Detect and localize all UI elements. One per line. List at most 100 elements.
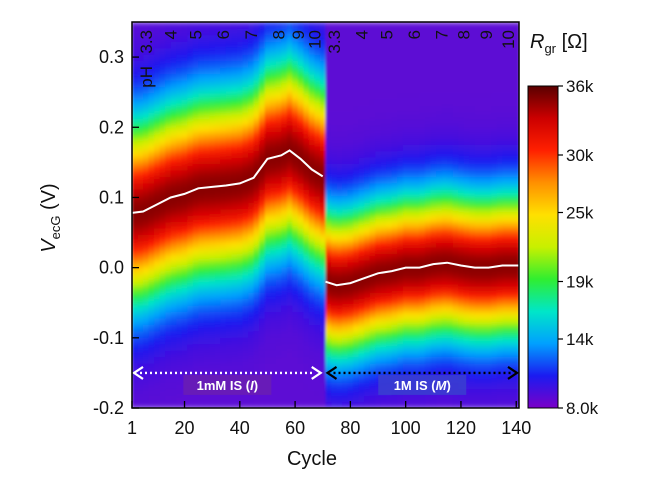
heatmap-cell — [463, 79, 470, 87]
ph-prefix-label: pH — [137, 66, 156, 88]
heatmap-cell — [430, 305, 437, 313]
heatmap-cell — [314, 260, 321, 268]
heatmap-cell — [264, 369, 271, 377]
heatmap-cell — [198, 60, 205, 68]
heatmap-cell — [303, 253, 310, 261]
heatmap-cell — [181, 227, 188, 235]
heatmap-cell — [325, 350, 332, 358]
heatmap-cell — [358, 189, 365, 197]
heatmap-cell — [170, 73, 177, 81]
heatmap-cell — [198, 124, 205, 132]
heatmap-cell — [165, 157, 172, 165]
heatmap-cell — [148, 253, 155, 261]
heatmap-cell — [137, 92, 144, 100]
heatmap-cell — [314, 324, 321, 332]
heatmap-cell — [154, 150, 161, 158]
heatmap-cell — [502, 34, 509, 42]
heatmap-cell — [132, 395, 139, 403]
heatmap-cell — [502, 330, 509, 338]
heatmap-cell — [286, 382, 293, 390]
heatmap-cell — [447, 279, 454, 287]
heatmap-cell — [143, 298, 150, 306]
heatmap-cell — [176, 279, 183, 287]
heatmap-cell — [132, 137, 139, 145]
heatmap-cell — [270, 382, 277, 390]
heatmap-cell — [463, 356, 470, 364]
heatmap-cell — [220, 34, 227, 42]
heatmap-cell — [452, 272, 459, 280]
heatmap-cell — [319, 99, 327, 107]
heatmap-cell — [463, 266, 470, 274]
heatmap-cell — [358, 202, 365, 210]
heatmap-cell — [253, 260, 260, 268]
heatmap-cell — [187, 350, 194, 358]
heatmap-cell — [176, 73, 183, 81]
heatmap-cell — [353, 131, 360, 139]
heatmap-cell — [253, 60, 260, 68]
heatmap-cell — [214, 266, 222, 274]
heatmap-cell — [281, 86, 288, 94]
heatmap-cell — [209, 189, 216, 197]
heatmap-cell — [375, 195, 382, 203]
heatmap-cell — [264, 182, 271, 190]
heatmap-cell — [469, 28, 476, 36]
heatmap-cell — [502, 195, 509, 203]
heatmap-cell — [187, 137, 194, 145]
heatmap-cell — [380, 195, 387, 203]
heatmap-cell — [192, 234, 199, 242]
heatmap-cell — [319, 150, 327, 158]
heatmap-cell — [132, 227, 139, 235]
heatmap-cell — [314, 343, 321, 351]
heatmap-cell — [198, 182, 205, 190]
heatmap-cell — [308, 189, 316, 197]
heatmap-cell — [231, 221, 238, 229]
heatmap-cell — [154, 260, 161, 268]
heatmap-cell — [375, 124, 382, 132]
heatmap-cell — [408, 86, 415, 94]
heatmap-cell — [419, 221, 426, 229]
heatmap-cell — [159, 305, 166, 313]
heatmap-cell — [264, 350, 271, 358]
heatmap-cell — [264, 99, 271, 107]
heatmap-cell — [419, 28, 426, 36]
heatmap-cell — [364, 86, 371, 94]
heatmap-cell — [292, 362, 299, 370]
heatmap-cell — [369, 362, 376, 370]
heatmap-cell — [231, 73, 238, 81]
heatmap-cell — [441, 240, 448, 248]
heatmap-cell — [154, 292, 161, 300]
heatmap-cell — [342, 330, 349, 338]
heatmap-cell — [264, 401, 271, 408]
heatmap-cell — [275, 79, 282, 87]
heatmap-cell — [413, 163, 421, 171]
heatmap-cell — [358, 253, 365, 261]
heatmap-cell — [452, 157, 459, 165]
heatmap-cell — [137, 176, 144, 184]
heatmap-cell — [165, 124, 172, 132]
heatmap-cell — [281, 343, 288, 351]
heatmap-cell — [292, 118, 299, 126]
heatmap-cell — [336, 221, 343, 229]
heatmap-cell — [286, 388, 293, 396]
heatmap-cell — [436, 292, 443, 300]
heatmap-cell — [358, 292, 365, 300]
heatmap-cell — [314, 131, 321, 139]
heatmap-cell — [203, 305, 210, 313]
heatmap-cell — [402, 99, 410, 107]
region-arrowhead-right — [311, 365, 323, 380]
heatmap-cell — [148, 157, 155, 165]
heatmap-cell — [187, 260, 194, 268]
heatmap-cell — [143, 285, 150, 293]
heatmap-cell — [485, 362, 492, 370]
heatmap-cell — [507, 227, 515, 235]
heatmap-cell — [176, 362, 183, 370]
heatmap-cell — [314, 227, 321, 235]
heatmap-cell — [132, 150, 139, 158]
heatmap-cell — [425, 163, 432, 171]
heatmap-cell — [331, 169, 338, 177]
heatmap-cell — [303, 208, 310, 216]
heatmap-column — [391, 22, 398, 408]
heatmap-cell — [386, 144, 393, 152]
heatmap-cell — [452, 298, 459, 306]
heatmap-cell — [391, 305, 398, 313]
